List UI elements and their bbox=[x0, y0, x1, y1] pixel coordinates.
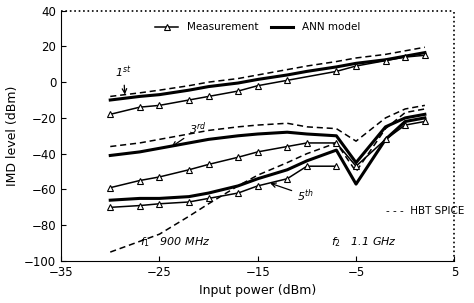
Text: $f_1$   900 MHz: $f_1$ 900 MHz bbox=[140, 235, 210, 249]
X-axis label: Input power (dBm): Input power (dBm) bbox=[199, 285, 316, 298]
Text: 3$^{rd}$: 3$^{rd}$ bbox=[173, 121, 206, 146]
Text: 5$^{th}$: 5$^{th}$ bbox=[272, 183, 314, 204]
Legend: Measurement, ANN model: Measurement, ANN model bbox=[151, 18, 365, 37]
Text: - - -  HBT SPICE: - - - HBT SPICE bbox=[385, 206, 464, 216]
Text: 1$^{st}$: 1$^{st}$ bbox=[115, 64, 132, 93]
Y-axis label: IMD level (dBm): IMD level (dBm) bbox=[6, 86, 18, 186]
Text: $f_2$   1.1 GHz: $f_2$ 1.1 GHz bbox=[331, 235, 398, 249]
